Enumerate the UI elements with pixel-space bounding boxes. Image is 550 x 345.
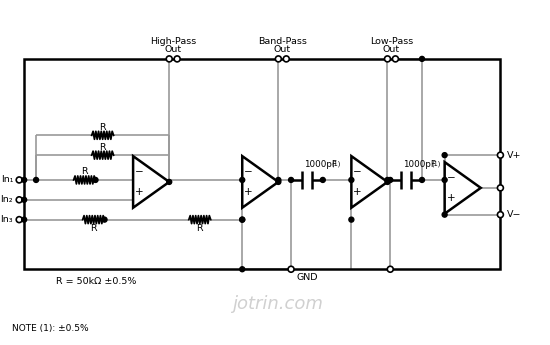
Text: R: R xyxy=(81,167,88,176)
Circle shape xyxy=(349,177,354,183)
Circle shape xyxy=(497,185,503,191)
Circle shape xyxy=(240,267,245,272)
Circle shape xyxy=(497,212,503,218)
Text: −: − xyxy=(244,167,253,177)
Circle shape xyxy=(276,177,281,183)
Circle shape xyxy=(388,177,393,183)
Text: GND: GND xyxy=(296,273,317,282)
Circle shape xyxy=(442,212,447,217)
Circle shape xyxy=(289,177,294,183)
Text: In₂: In₂ xyxy=(1,195,13,204)
Text: +: + xyxy=(135,187,144,197)
Circle shape xyxy=(387,266,393,272)
Text: 1000pF: 1000pF xyxy=(403,160,436,169)
Circle shape xyxy=(349,217,354,222)
Circle shape xyxy=(34,177,38,183)
Circle shape xyxy=(288,266,294,272)
Text: V−: V− xyxy=(507,210,522,219)
Text: Low-Pass: Low-Pass xyxy=(370,37,413,46)
Bar xyxy=(24,59,500,269)
Text: V+: V+ xyxy=(507,151,522,160)
Text: R = 50kΩ ±0.5%: R = 50kΩ ±0.5% xyxy=(56,277,136,286)
Text: R: R xyxy=(100,143,106,152)
Text: 1000pF: 1000pF xyxy=(304,160,337,169)
Circle shape xyxy=(21,217,26,222)
Circle shape xyxy=(385,179,390,185)
Circle shape xyxy=(385,177,390,183)
Circle shape xyxy=(21,197,26,202)
Text: +: + xyxy=(244,187,253,197)
Circle shape xyxy=(320,177,325,183)
Circle shape xyxy=(240,217,245,222)
Circle shape xyxy=(102,217,107,222)
Circle shape xyxy=(16,217,22,223)
Circle shape xyxy=(166,56,172,62)
Text: Out: Out xyxy=(164,46,182,55)
Text: In₁: In₁ xyxy=(1,176,13,185)
Circle shape xyxy=(16,197,22,203)
Circle shape xyxy=(283,56,289,62)
Circle shape xyxy=(420,57,425,61)
Circle shape xyxy=(497,152,503,158)
Circle shape xyxy=(420,177,425,183)
Circle shape xyxy=(167,179,172,185)
Text: (1): (1) xyxy=(431,161,441,167)
Circle shape xyxy=(93,177,98,183)
Text: −: − xyxy=(353,167,362,177)
Circle shape xyxy=(276,179,281,185)
Circle shape xyxy=(384,56,390,62)
Circle shape xyxy=(174,56,180,62)
Text: −: − xyxy=(447,172,455,183)
Text: R: R xyxy=(196,224,203,233)
Circle shape xyxy=(240,217,245,222)
Text: Out: Out xyxy=(383,46,400,55)
Text: In₃: In₃ xyxy=(1,215,13,224)
Text: High-Pass: High-Pass xyxy=(150,37,196,46)
Text: (1): (1) xyxy=(332,161,341,167)
Circle shape xyxy=(442,177,447,183)
Text: −: − xyxy=(135,167,144,177)
Text: +: + xyxy=(447,193,455,203)
Text: R: R xyxy=(100,123,106,132)
Circle shape xyxy=(21,177,26,183)
Text: R: R xyxy=(90,224,97,233)
Text: NOTE (1): ±0.5%: NOTE (1): ±0.5% xyxy=(12,324,89,333)
Circle shape xyxy=(240,177,245,183)
Text: Band-Pass: Band-Pass xyxy=(258,37,307,46)
Circle shape xyxy=(393,56,398,62)
Text: Out: Out xyxy=(274,46,291,55)
Text: +: + xyxy=(353,187,362,197)
Circle shape xyxy=(276,56,282,62)
Circle shape xyxy=(16,177,22,183)
Text: jotrin.com: jotrin.com xyxy=(232,295,323,313)
Circle shape xyxy=(442,152,447,158)
